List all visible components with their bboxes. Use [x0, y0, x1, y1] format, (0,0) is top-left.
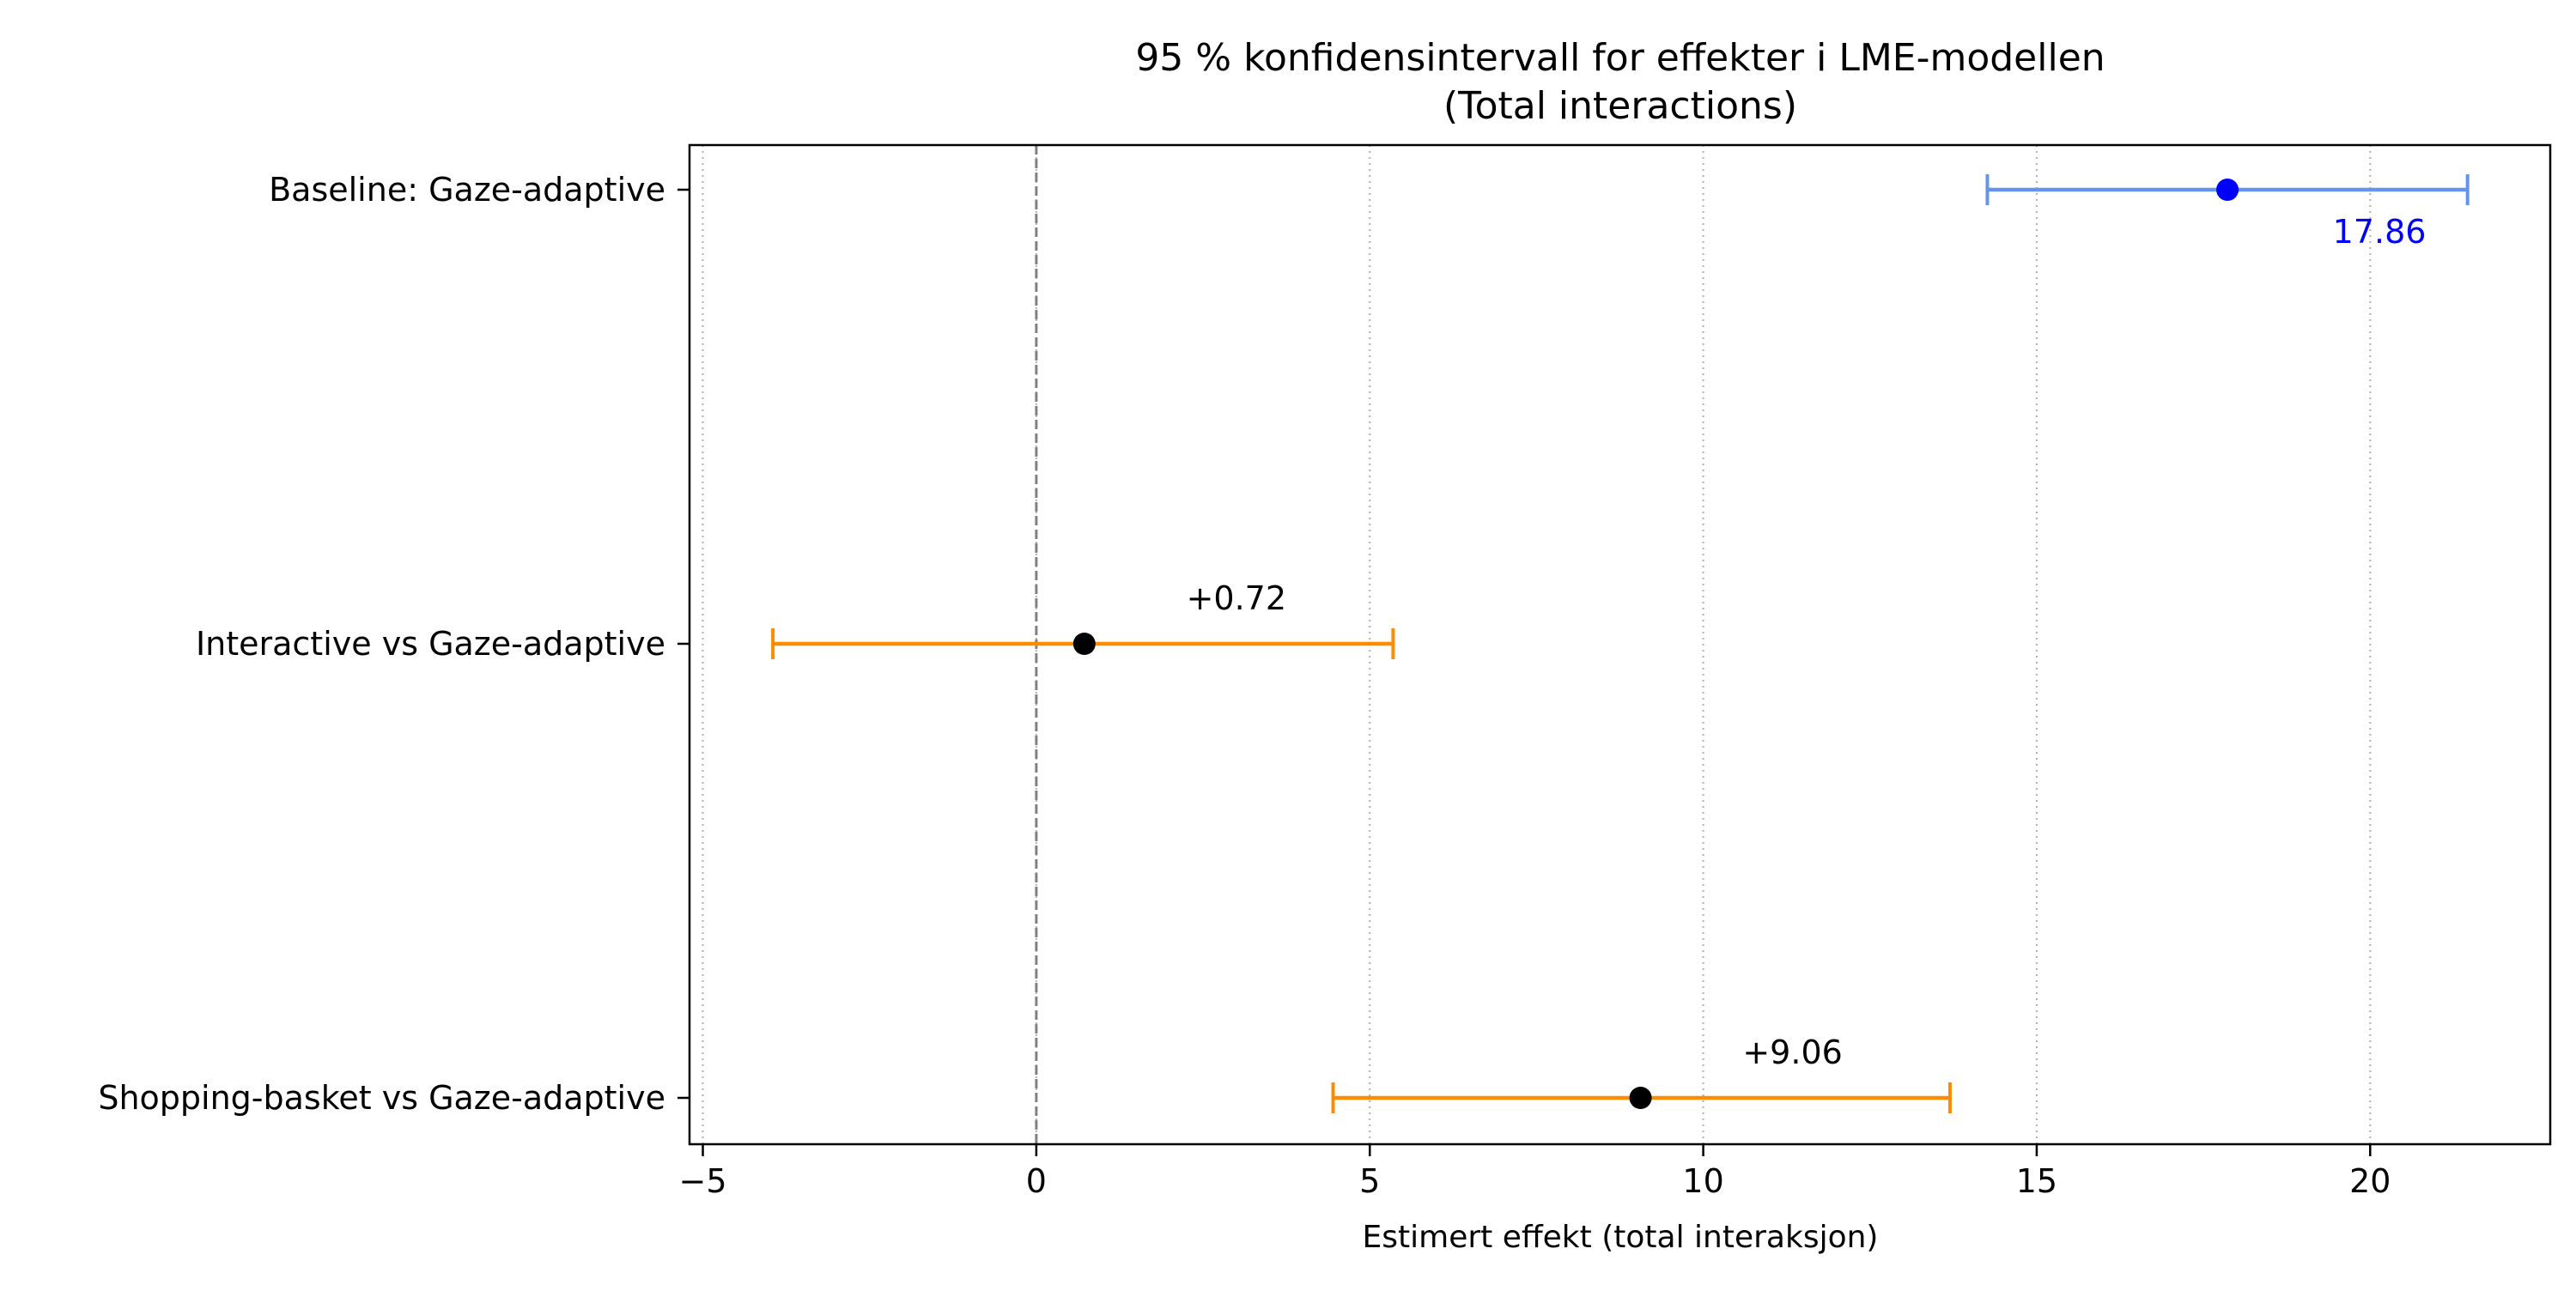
plot-frame	[688, 143, 2552, 1146]
x-tick-label: 5	[1359, 1162, 1380, 1200]
x-axis-label: Estimert effekt (total interaksjon)	[1363, 1220, 1879, 1255]
x-tick-label: 15	[2016, 1162, 2057, 1200]
x-tick-label: 20	[2349, 1162, 2391, 1200]
point-estimate	[1629, 1087, 1652, 1109]
point-estimate	[2216, 179, 2239, 201]
x-tick-label: 0	[1026, 1162, 1047, 1200]
y-tick-label: Interactive vs Gaze-adaptive	[196, 625, 665, 663]
chart-subtitle: (Total interactions)	[1443, 84, 1797, 128]
marks-layer: 17.86 +0.72 +9.06	[771, 174, 2470, 1113]
y-tick-label: Baseline: Gaze-adaptive	[269, 171, 665, 209]
data-label: +0.72	[1187, 579, 1286, 617]
point-estimate	[1072, 633, 1096, 655]
y-tick-label: Shopping-basket vs Gaze-adaptive	[98, 1079, 665, 1117]
data-label: 17.86	[2333, 213, 2427, 251]
axis-layer: Baseline: Gaze-adaptive Interactive vs Ga…	[98, 143, 2552, 1200]
chart-title: 95 % konfidensintervall for effekter i L…	[1135, 36, 2105, 80]
x-tick-label: −5	[679, 1162, 727, 1200]
x-tick-label: 10	[1682, 1162, 1723, 1200]
data-label: +9.06	[1742, 1033, 1842, 1071]
